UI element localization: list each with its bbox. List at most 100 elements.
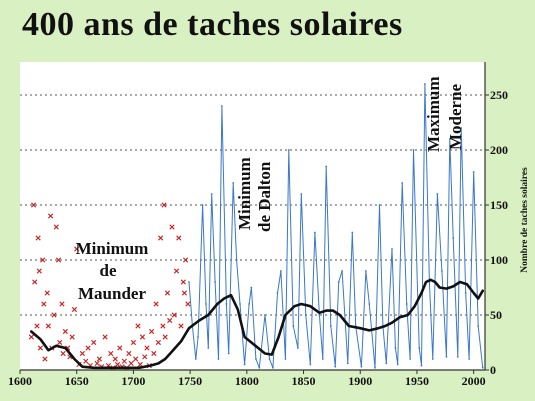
- observed-point: [472, 171, 475, 173]
- early-observation-point: [112, 356, 118, 362]
- early-observation-point: [144, 345, 150, 351]
- early-observation-point: [62, 328, 68, 335]
- observed-point: [248, 303, 250, 305]
- observed-point: [445, 355, 448, 358]
- observed-point: [296, 347, 299, 349]
- early-observation-point: [32, 279, 38, 285]
- early-observation-point: [121, 358, 127, 364]
- observed-point: [318, 314, 321, 316]
- observed-point: [448, 138, 451, 140]
- early-observation-point: [153, 301, 159, 307]
- early-observation-point: [36, 268, 42, 274]
- x-tick-label: 1950: [405, 374, 429, 388]
- observed-point: [243, 363, 246, 366]
- early-observation-point: [162, 334, 168, 340]
- x-tick-label: 1650: [65, 374, 89, 388]
- early-observation-point: [108, 350, 114, 357]
- observed-point: [268, 358, 271, 360]
- observed-point: [188, 281, 190, 283]
- observed-point: [341, 270, 343, 272]
- observed-point: [329, 325, 332, 327]
- y-tick-label: 50: [490, 308, 502, 322]
- observed-point: [276, 292, 279, 294]
- early-observation-point: [51, 312, 57, 318]
- chart-title: 400 ans de taches solaires: [22, 6, 403, 43]
- observed-point: [284, 358, 287, 360]
- early-observation-point: [173, 268, 180, 274]
- early-observation-point: [139, 334, 146, 340]
- observed-point: [452, 237, 455, 239]
- annotation-maunder-line-3: Maunder: [78, 284, 146, 303]
- early-observation-point: [79, 350, 85, 357]
- observed-point: [217, 358, 220, 360]
- observed-point: [368, 303, 371, 305]
- early-observation-point: [128, 360, 134, 366]
- early-observation-point: [130, 339, 137, 346]
- x-tick-label: 2000: [462, 374, 486, 388]
- early-observation-point: [148, 328, 155, 335]
- early-observation-point: [164, 290, 171, 296]
- annotation-maunder: Minimum de Maunder: [76, 239, 149, 303]
- observed-point: [436, 193, 439, 195]
- observed-point: [346, 362, 349, 365]
- early-observation-point: [74, 246, 80, 252]
- early-observation-point: [57, 339, 63, 346]
- smoothed-series: [30, 278, 484, 370]
- early-observation-point: [176, 235, 182, 241]
- observed-point: [325, 165, 328, 168]
- early-observation-point: [182, 257, 189, 263]
- early-observation-point: [180, 279, 186, 285]
- early-observation-point: [137, 361, 143, 368]
- observed-point: [264, 314, 266, 316]
- early-observation-point: [167, 317, 173, 324]
- observed-point: [235, 259, 238, 261]
- early-observation-point: [102, 334, 108, 340]
- observed-point: [468, 358, 471, 360]
- observed-point: [423, 83, 426, 85]
- x-tick-label: 1800: [235, 374, 259, 388]
- observed-point: [420, 364, 423, 367]
- observed-point: [351, 231, 354, 234]
- early-observation-point: [158, 235, 164, 241]
- y-tick-label: 250: [490, 88, 508, 102]
- early-observation-point: [31, 202, 37, 208]
- early-observation-point: [35, 235, 41, 241]
- early-observation-point: [85, 345, 91, 351]
- observed-point: [304, 314, 307, 316]
- early-observation-point: [181, 290, 188, 296]
- observed-point: [337, 281, 340, 283]
- early-observation-point: [160, 323, 166, 329]
- observed-point: [464, 292, 467, 294]
- y-tick-label: 0: [490, 363, 496, 377]
- early-observation-point: [45, 323, 51, 329]
- observed-point: [394, 347, 397, 349]
- smoothed-line: [30, 278, 484, 370]
- observed-point: [292, 325, 295, 327]
- annotation-modern-line-1: Maximum: [424, 76, 443, 152]
- observed-point: [365, 270, 367, 272]
- observed-point: [210, 193, 213, 195]
- early-observation-point: [91, 339, 97, 346]
- early-observation-point: [96, 356, 102, 362]
- annotation-maunder-line-2: de: [100, 261, 117, 280]
- early-observation-point: [133, 356, 139, 362]
- early-observation-point: [151, 350, 157, 357]
- early-observation-point: [178, 323, 184, 329]
- early-observation-point: [34, 323, 40, 329]
- early-observation-point: [71, 306, 78, 313]
- x-tick-label: 1600: [8, 374, 32, 388]
- early-observation-point: [44, 290, 50, 296]
- early-observation-point: [117, 345, 123, 351]
- annotation-dalton-line-2: de Dalton: [255, 161, 274, 232]
- x-tick-label: 1850: [292, 374, 316, 388]
- early-observation-point: [169, 224, 175, 230]
- early-observation-point: [185, 301, 191, 307]
- early-observation-point: [142, 354, 148, 360]
- x-tick-labels: 1600 1650 1700 1750 1800 1850 1900 1950 2000: [8, 370, 486, 388]
- observed-point: [441, 270, 443, 272]
- early-observation-point: [94, 360, 100, 366]
- observed-point: [197, 336, 199, 338]
- observed-point: [374, 366, 376, 369]
- y-tick-label: 200: [490, 143, 508, 157]
- observed-point: [225, 303, 228, 305]
